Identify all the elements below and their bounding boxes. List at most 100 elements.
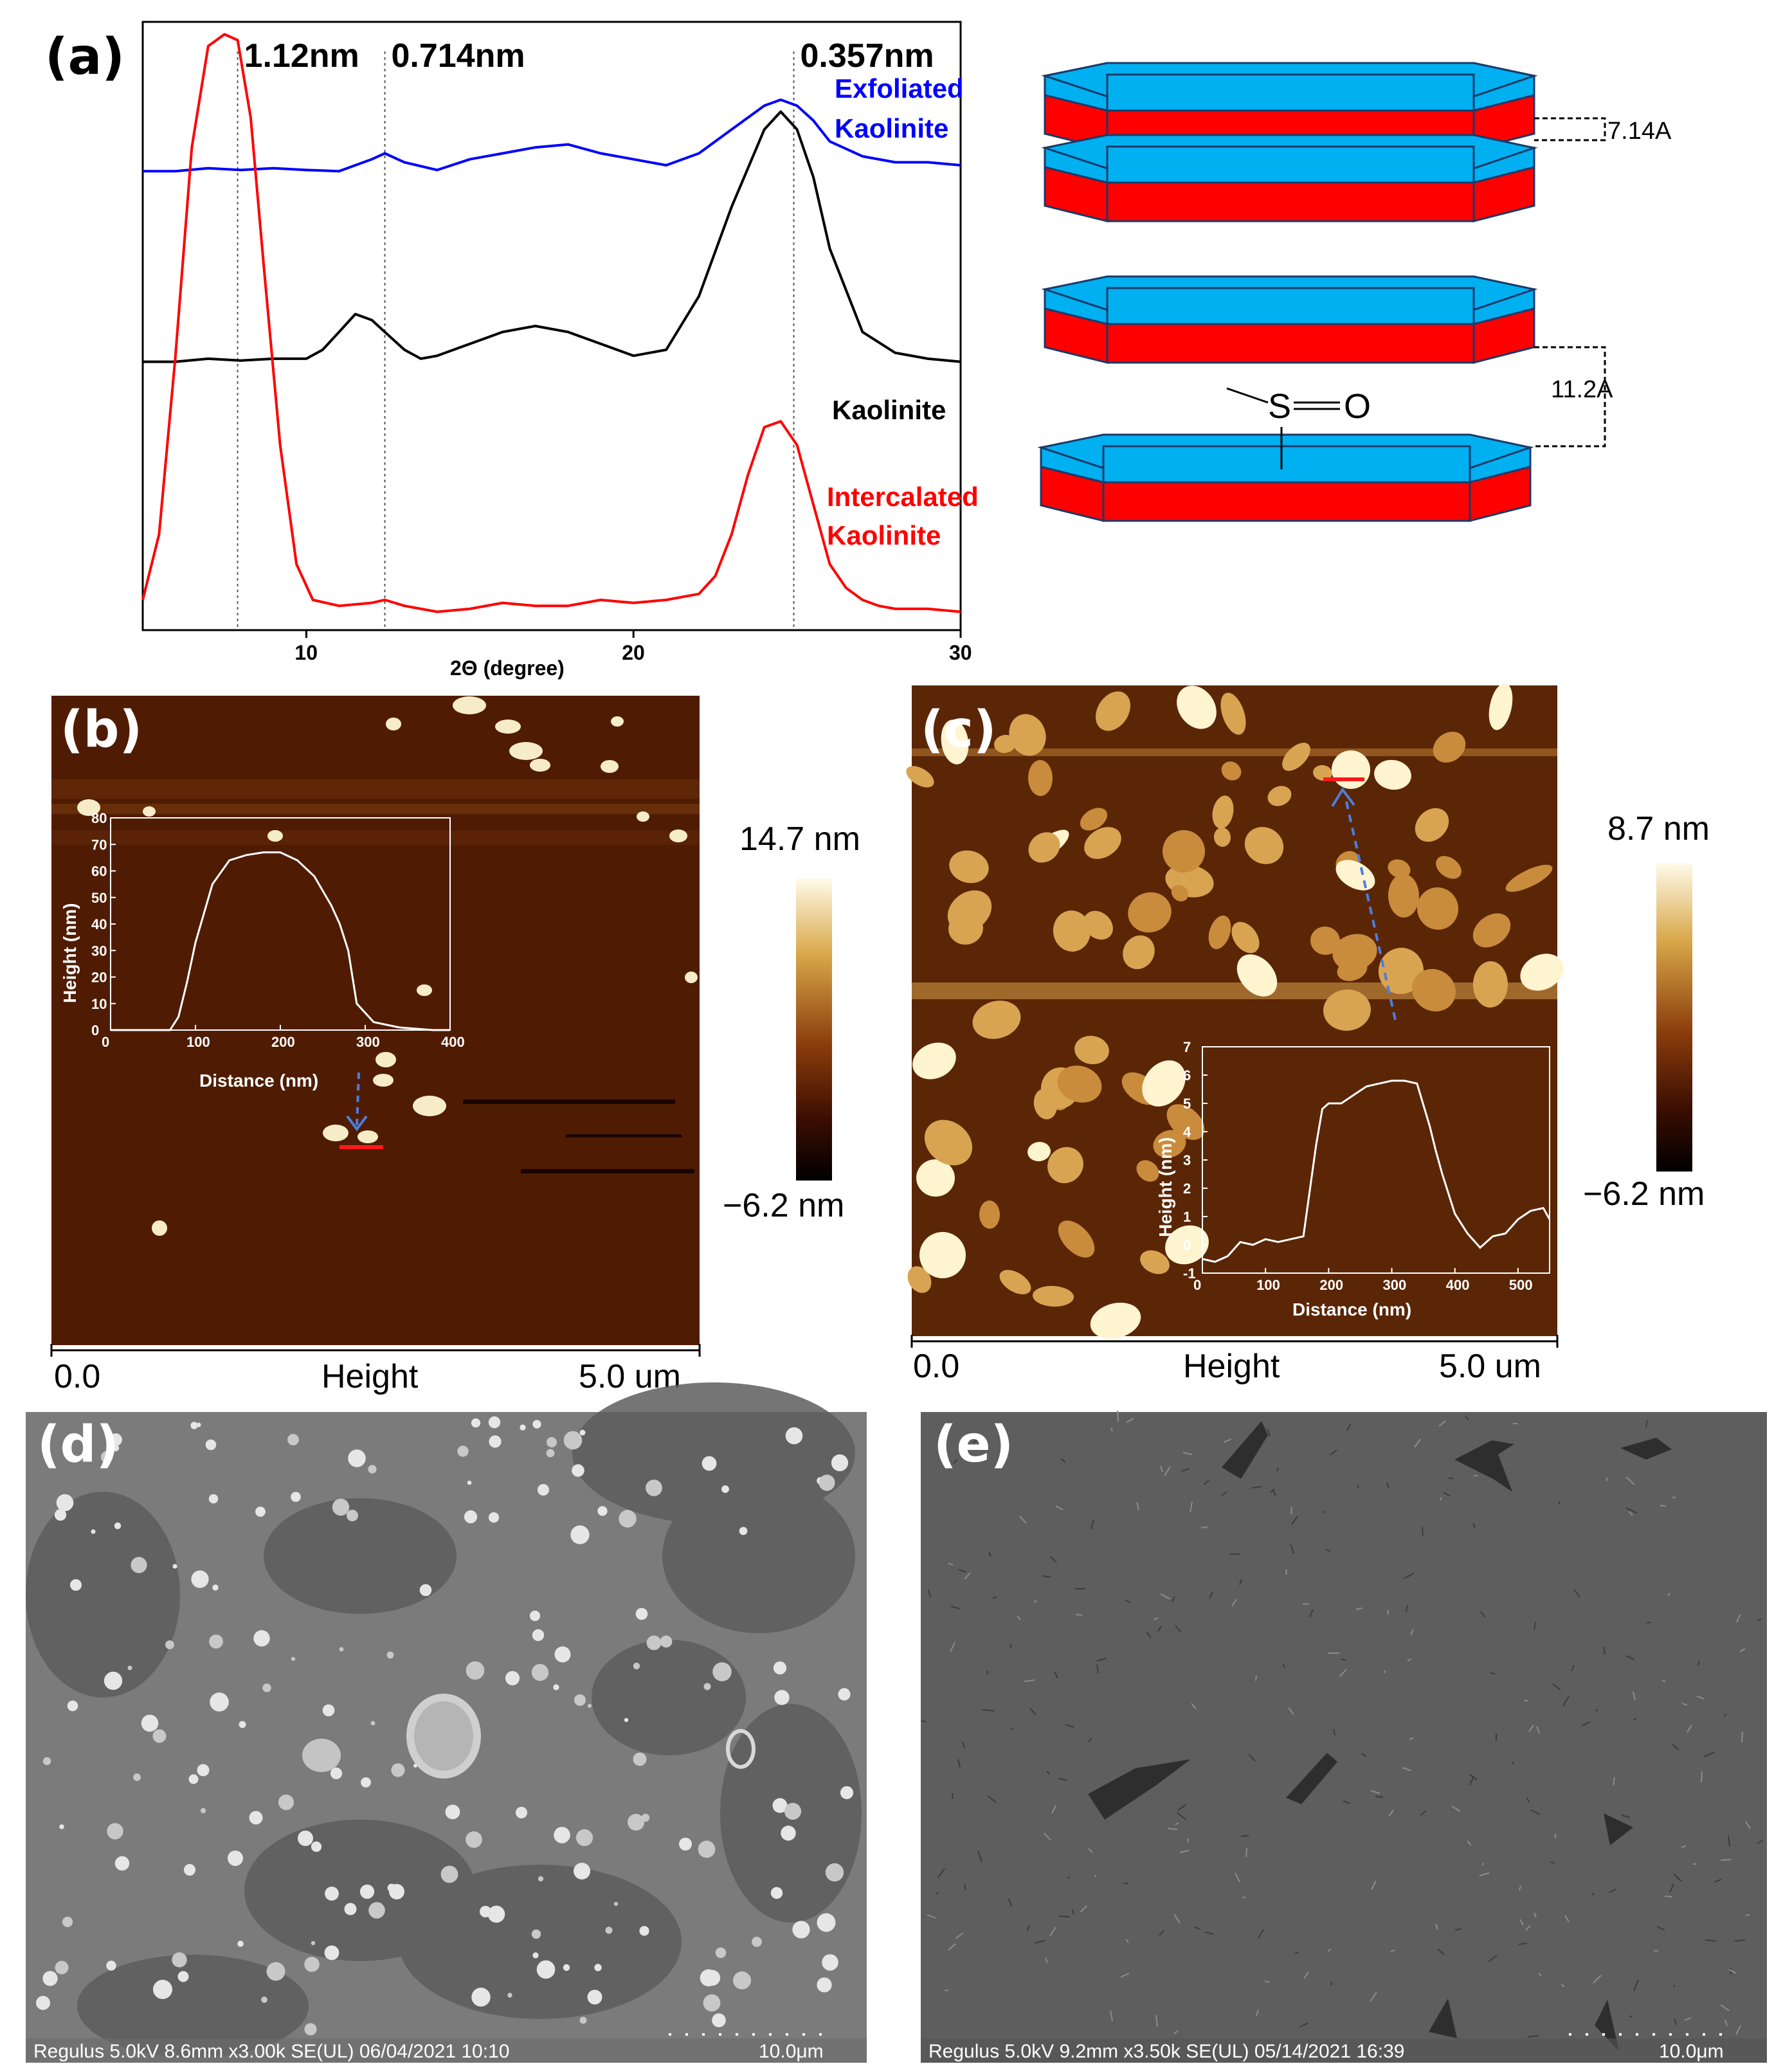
afm-b-inset-y-tick-3: 30 xyxy=(91,943,107,959)
afm-c-inset-x-tick-1: 100 xyxy=(1256,1277,1280,1293)
afm-c-inset-x-tick-5: 500 xyxy=(1509,1277,1533,1293)
spacing-bracket-bottom xyxy=(1534,346,1606,448)
afm-c-inset-x-tick-2: 200 xyxy=(1319,1277,1343,1293)
afm-b-particles xyxy=(77,696,698,1236)
x-tick-label-2: 30 xyxy=(949,641,972,664)
xrd-chart: 10 20 30 2Θ (degree) 1.12nm 0.714nm 0.357nm … xyxy=(141,21,979,680)
xrd-plot-frame xyxy=(141,21,962,631)
series-label-kaolinite: Kaolinite xyxy=(832,395,946,425)
series-label-exfoliated-2: Kaolinite xyxy=(835,113,948,143)
afm-b-inset-x-tick-1: 100 xyxy=(186,1034,210,1050)
afm-c-inset-y-tick-7: 6 xyxy=(1183,1067,1191,1083)
afm-b-arrow xyxy=(356,1072,360,1127)
series-label-intercalated-1: Intercalated xyxy=(827,482,979,512)
peak-guides xyxy=(237,51,795,630)
afm-c-inset-y-tick-0: -1 xyxy=(1183,1265,1196,1281)
x-tick-label-0: 10 xyxy=(294,641,318,664)
afm-c-image xyxy=(912,685,1557,1336)
afm-c-inset-profile xyxy=(1202,1080,1551,1263)
afm-b-foot-mid: Height xyxy=(321,1358,419,1395)
layer-pair-3 xyxy=(1041,275,1538,364)
afm-b-inset-x-tick-4: 400 xyxy=(441,1034,465,1050)
afm-b-inset-y-tick-6: 60 xyxy=(91,864,107,880)
afm-c-inset-x-tick-4: 400 xyxy=(1446,1277,1470,1293)
afm-b-inset-y-tick-5: 50 xyxy=(91,890,107,906)
panel-label-a: (a) xyxy=(45,28,125,86)
afm-b-inset-y-tick-8: 80 xyxy=(91,810,107,826)
afm-b-scale-max: 14.7 nm xyxy=(739,820,860,858)
afm-c-foot-left: 0.0 xyxy=(913,1348,959,1385)
sem-image-d: Regulus 5.0kV 8.6mm x3.00k SE(UL) 06/04/… xyxy=(26,1382,867,2063)
peak-label-0: 1.12nm xyxy=(244,37,359,75)
afm-c-particles xyxy=(906,683,1564,1339)
afm-c-inset-ylabel: Height (nm) xyxy=(1155,1137,1175,1237)
afm-b-inset-x-tick-2: 200 xyxy=(271,1034,295,1050)
afm-image-b: 0 100 200 300 400 0 10 20 30 40 50 60 70 80 Distance … xyxy=(50,696,860,1395)
spacing-label-bottom: 11.2A xyxy=(1551,376,1613,403)
afm-c-inset-y-tick-3: 2 xyxy=(1183,1181,1191,1197)
spacing-bracket-top xyxy=(1534,117,1606,141)
xrd-series xyxy=(141,33,961,613)
afm-c-inset-x-tick-0: 0 xyxy=(1193,1277,1201,1293)
x-ticks: 10 20 30 xyxy=(294,630,972,664)
afm-c-inset-y-tick-6: 5 xyxy=(1183,1096,1191,1112)
afm-c-colorbar xyxy=(1656,863,1692,1172)
sem-e-caption: Regulus 5.0kV 9.2mm x3.50k SE(UL) 05/14/… xyxy=(928,2041,1404,2062)
bond-line xyxy=(1226,387,1269,404)
afm-b-foot-left: 0.0 xyxy=(54,1358,100,1395)
afm-c-scale-min: −6.2 nm xyxy=(1583,1175,1705,1213)
series-label-exfoliated-1: Exfoliated xyxy=(835,73,964,104)
series-label-intercalated-2: Kaolinite xyxy=(827,520,941,550)
afm-b-inset-y-tick-7: 70 xyxy=(91,837,107,853)
peak-labels: 1.12nm 0.714nm 0.357nm xyxy=(244,37,934,75)
oxygen-label: O xyxy=(1344,387,1371,426)
sem-e-scale: 10.0μm xyxy=(1659,2041,1724,2062)
afm-c-foot-mid: Height xyxy=(1183,1348,1280,1385)
sem-e-voids xyxy=(1088,1421,1672,2051)
sem-d-scale: 10.0μm xyxy=(759,2041,824,2062)
sem-d-particles xyxy=(36,1416,854,2036)
afm-b-inset-y-tick-4: 40 xyxy=(91,916,107,932)
panel-label-b: (b) xyxy=(60,701,143,759)
afm-b-colorbar xyxy=(796,878,832,1181)
sulfur-label: S xyxy=(1268,387,1291,426)
layer-pair-2 xyxy=(1041,134,1538,222)
afm-c-inset-y-tick-1: 0 xyxy=(1183,1237,1191,1253)
afm-c-inset-y-tick-5: 4 xyxy=(1183,1124,1191,1140)
afm-b-inset-ylabel: Height (nm) xyxy=(60,903,80,1003)
afm-c-arrow xyxy=(1344,795,1397,1020)
panel-label-e: (e) xyxy=(934,1416,1014,1474)
peak-label-2: 0.357nm xyxy=(801,37,934,75)
kaolinite-layer-diagram: 7.14A 11.2A S O xyxy=(1037,62,1672,522)
series-line-1 xyxy=(143,110,961,363)
afm-b-inset-y-tick-1: 10 xyxy=(91,996,107,1012)
afm-b-inset: 0 100 200 300 400 0 10 20 30 40 50 60 70 80 Distance … xyxy=(60,810,465,1091)
x-tick-label-1: 20 xyxy=(622,641,645,664)
afm-c-inset-y-tick-8: 7 xyxy=(1183,1039,1191,1055)
afm-c-inset-xlabel: Distance (nm) xyxy=(1292,1299,1411,1319)
afm-b-inset-ticks: 0 100 200 300 400 0 10 20 30 40 50 60 70 80 xyxy=(91,810,465,1050)
sem-d-large-particle xyxy=(302,1694,756,1779)
x-axis-label: 2Θ (degree) xyxy=(450,656,565,680)
sem-image-e: Regulus 5.0kV 9.2mm x3.50k SE(UL) 05/14/… xyxy=(921,1410,1767,2063)
afm-c-foot-right: 5.0 um xyxy=(1439,1348,1541,1385)
afm-c-inset-x-tick-3: 300 xyxy=(1383,1277,1407,1293)
panel-label-d: (d) xyxy=(37,1416,120,1474)
sem-d-caption: Regulus 5.0kV 8.6mm x3.00k SE(UL) 06/04/… xyxy=(33,2041,509,2062)
afm-b-dark-streaks xyxy=(463,1100,694,1173)
sem-e-texture xyxy=(921,1410,1764,2038)
afm-c-inset-y-tick-2: 1 xyxy=(1183,1209,1191,1225)
afm-c-inset-y-tick-4: 3 xyxy=(1183,1152,1191,1168)
series-line-2 xyxy=(141,33,961,613)
series-line-0 xyxy=(143,98,961,173)
afm-b-inset-xlabel: Distance (nm) xyxy=(199,1071,318,1091)
panel-label-c: (c) xyxy=(921,701,997,759)
afm-b-scale-min: −6.2 nm xyxy=(723,1187,844,1224)
afm-b-inset-x-tick-0: 0 xyxy=(102,1034,109,1050)
afm-c-scale-max: 8.7 nm xyxy=(1607,810,1710,847)
spacing-label-top: 7.14A xyxy=(1607,118,1672,145)
